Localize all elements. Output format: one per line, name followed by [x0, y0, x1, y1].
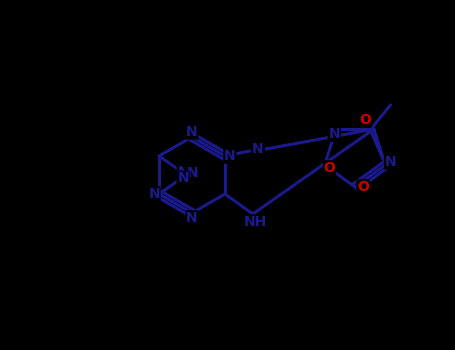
Text: O: O	[357, 180, 369, 194]
Text: N: N	[384, 155, 396, 169]
Text: N: N	[148, 187, 160, 201]
Text: N: N	[252, 142, 264, 156]
Text: N: N	[224, 149, 236, 163]
Text: NH: NH	[243, 215, 267, 229]
Text: N: N	[177, 164, 189, 178]
Text: N: N	[329, 127, 340, 141]
Text: O: O	[324, 161, 335, 175]
Text: O: O	[359, 113, 371, 127]
Text: N: N	[187, 166, 198, 180]
Text: N: N	[177, 172, 189, 186]
Text: N: N	[186, 211, 198, 225]
Text: N: N	[186, 125, 198, 139]
